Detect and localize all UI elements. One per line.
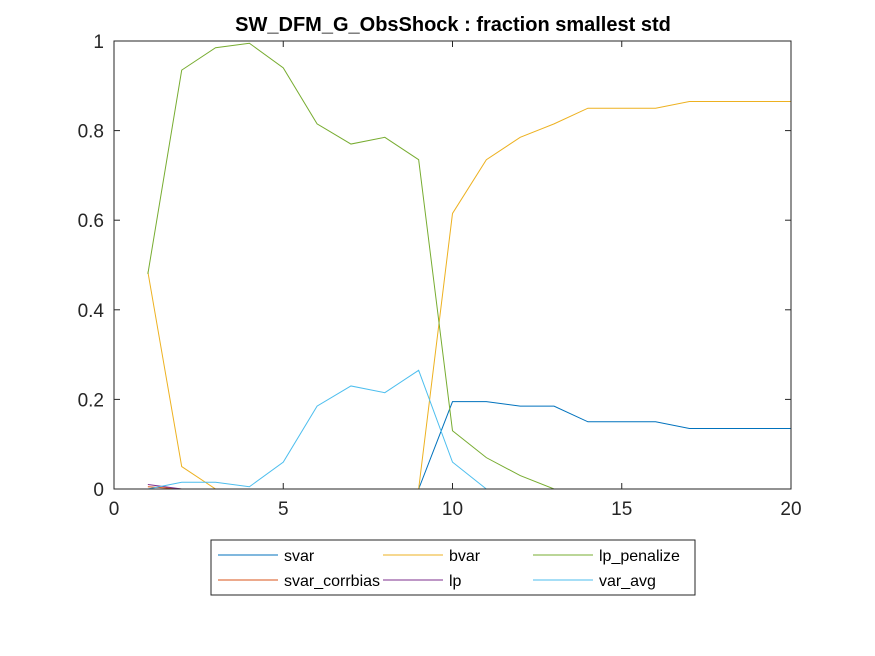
- y-tick-label: 0.8: [78, 122, 104, 143]
- y-tick-label: 0: [93, 480, 104, 501]
- legend-label-lp-penalize: lp_penalize: [599, 548, 680, 565]
- legend-label-svar: svar: [284, 548, 315, 565]
- x-tick-label: 15: [611, 499, 632, 520]
- legend: svar bvar lp_penalize svar_corrbias lp var_av…: [210, 539, 696, 596]
- y-tick-label: 1: [93, 32, 104, 53]
- x-tick-label: 20: [780, 499, 801, 520]
- legend-label-svar-corrbias: svar_corrbias: [284, 573, 380, 590]
- x-tick-label: 5: [278, 499, 289, 520]
- y-tick-label: 0.2: [78, 390, 104, 411]
- legend-label-var-avg: var_avg: [599, 573, 656, 590]
- plot-area: [114, 41, 791, 489]
- legend-label-bvar: bvar: [449, 548, 481, 565]
- axes-layer: 0 5 10 15 20 0 0.2 0.4 0.6 0.8 1: [78, 32, 802, 520]
- x-tick-label: 0: [109, 499, 120, 520]
- chart-title: SW_DFM_G_ObsShock : fraction smallest st…: [235, 14, 671, 36]
- y-tick-label: 0.4: [78, 301, 105, 322]
- y-tick-label: 0.6: [78, 211, 104, 232]
- legend-box: [210, 539, 696, 596]
- x-tick-label: 10: [442, 499, 463, 520]
- legend-label-lp: lp: [449, 573, 462, 590]
